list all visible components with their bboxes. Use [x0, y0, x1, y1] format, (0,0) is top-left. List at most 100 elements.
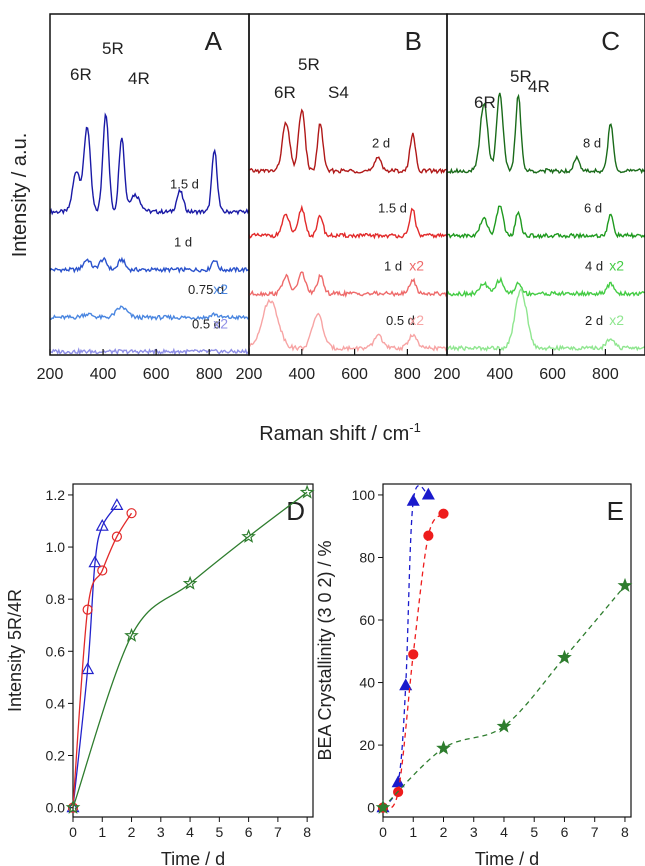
x-axis-label: Time / d — [161, 849, 225, 866]
x-tick-label: 8 — [621, 824, 629, 840]
data-point-triangle — [391, 775, 405, 788]
data-point-star — [65, 799, 81, 814]
scale-factor-label: x2 — [409, 257, 424, 273]
series-label: 1 d — [174, 234, 192, 249]
series-label: 0.75 d — [188, 282, 224, 297]
panel-letter: D — [286, 496, 305, 526]
x-tick-label: 200 — [434, 366, 461, 383]
data-point-star — [124, 627, 139, 642]
plot-frame — [72, 483, 314, 818]
panel-letter: C — [601, 26, 620, 56]
x-tick-label: 800 — [592, 366, 619, 383]
spectrum-1d — [248, 271, 448, 298]
y-tick-label: 0.8 — [46, 591, 66, 607]
raman-x-axis-label: Raman shift / cm-1 — [259, 420, 421, 445]
spectrum-0-5d — [49, 347, 250, 356]
y-tick-label: 0.0 — [46, 800, 66, 816]
panel-letter: B — [405, 26, 422, 56]
data-point-triangle — [399, 678, 413, 691]
x-tick-label: 0 — [69, 824, 77, 840]
series-label: 2 d — [372, 136, 390, 151]
series-label: 2 d — [585, 313, 603, 328]
y-tick-label: 100 — [352, 487, 376, 503]
x-tick-label: 7 — [274, 824, 282, 840]
x-tick-label: 400 — [288, 366, 315, 383]
spectrum-0-5d — [248, 298, 448, 353]
series-line-red — [72, 512, 133, 808]
data-point-triangle — [88, 555, 102, 568]
peak-label: 4R — [528, 77, 550, 96]
series-label: 0.5 d — [386, 313, 415, 328]
series-label: 1 d — [384, 258, 402, 273]
data-point-star — [436, 740, 451, 755]
series-line-green — [382, 585, 626, 809]
scale-factor-label: x2 — [409, 312, 424, 328]
y-tick-label: 60 — [359, 612, 375, 628]
data-point-star — [496, 718, 512, 733]
spectrum-1-5d — [248, 204, 448, 240]
raman-y-axis-label: Intensity / a.u. — [9, 133, 31, 258]
x-tick-label: 400 — [486, 366, 513, 383]
x-tick-label: 5 — [530, 824, 538, 840]
data-point-circle — [408, 649, 419, 660]
y-axis-label: Intensity 5R/4R — [5, 589, 25, 712]
spectrum-1d — [49, 256, 250, 274]
x-tick-label: 400 — [90, 366, 117, 383]
series-label: 4 d — [585, 258, 603, 273]
y-tick-label: 0.6 — [46, 643, 66, 659]
spectrum-2d — [248, 108, 448, 175]
scale-factor-label: x2 — [213, 315, 228, 331]
data-point-star — [617, 577, 633, 592]
y-tick-label: 20 — [359, 737, 375, 753]
series-line-blue — [382, 484, 430, 809]
x-tick-label: 6 — [561, 824, 569, 840]
peak-label: 5R — [298, 55, 320, 74]
y-tick-label: 0.4 — [46, 695, 66, 711]
series-label: 0.5 d — [192, 316, 221, 331]
x-tick-label: 600 — [341, 366, 368, 383]
series-label: 1.5 d — [378, 200, 407, 215]
data-point-triangle — [81, 662, 95, 675]
peak-label: 5R — [510, 67, 532, 86]
x-tick-label: 4 — [186, 824, 194, 840]
data-point-star — [375, 799, 391, 814]
x-tick-label: 200 — [236, 366, 263, 383]
scale-factor-label: x2 — [609, 257, 624, 273]
x-tick-label: 1 — [409, 824, 417, 840]
data-point-triangle — [406, 493, 420, 506]
data-point-circle — [82, 604, 93, 615]
panel-frame — [446, 13, 645, 356]
panel-letter: E — [607, 496, 624, 526]
peak-label: S4 — [328, 83, 349, 102]
x-tick-label: 800 — [196, 366, 223, 383]
x-tick-label: 3 — [157, 824, 165, 840]
x-tick-label: 5 — [215, 824, 223, 840]
x-tick-label: 600 — [143, 366, 170, 383]
series-label: 8 d — [583, 136, 601, 151]
series-label: 6 d — [584, 200, 602, 215]
x-axis-label: Time / d — [475, 849, 539, 866]
peak-label: 4R — [128, 69, 150, 88]
y-tick-label: 0.2 — [46, 748, 66, 764]
x-tick-label: 3 — [470, 824, 478, 840]
panel-d-intensity-ratio: 0 1 2 3 4 5 6 7 8 0.0 0.2 0.4 0.6 0.8 1.0 1.2 Time / d In… — [5, 483, 315, 866]
data-point-star — [299, 484, 315, 499]
data-point-star — [557, 649, 572, 664]
spectrum-8d — [446, 92, 645, 175]
peak-label: 6R — [274, 83, 296, 102]
x-tick-label: 6 — [245, 824, 253, 840]
data-point-star — [241, 528, 256, 543]
peak-label: 5R — [102, 39, 124, 58]
x-tick-label: 1 — [98, 824, 106, 840]
x-tick-label: 0 — [379, 824, 387, 840]
y-tick-label: 1.0 — [46, 539, 66, 555]
spectrum-4d — [446, 276, 645, 298]
x-tick-label: 2 — [440, 824, 448, 840]
spectrum-1-5d — [49, 112, 250, 216]
data-point-triangle — [110, 498, 124, 510]
series-line-red — [382, 513, 445, 810]
